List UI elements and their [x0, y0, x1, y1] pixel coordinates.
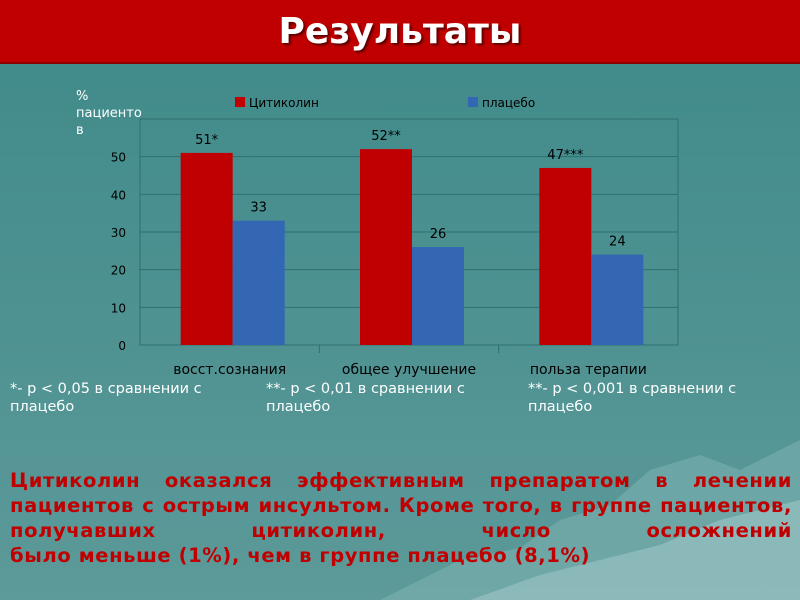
bar [591, 254, 644, 345]
bar [412, 247, 464, 345]
legend-swatch [235, 97, 245, 107]
x-tick-label: общее улучшение [342, 362, 476, 378]
bar [180, 152, 233, 345]
conclusion-text: Цитиколин оказался эффективным препарато… [10, 468, 792, 568]
data-label: 26 [430, 227, 447, 242]
mountain-shape [470, 500, 800, 600]
slide-title: Результаты [278, 11, 522, 52]
significance-note: **- p < 0,01 в сравнении с плацебо [266, 381, 465, 415]
data-label: 24 [609, 235, 626, 250]
title-bar: Результаты [0, 0, 800, 64]
data-label: 52** [371, 129, 401, 144]
y-tick-label: 20 [111, 264, 126, 278]
y-tick-label: 50 [111, 151, 126, 165]
bar [539, 167, 592, 345]
x-tick-label: восст.сознания [173, 362, 286, 378]
legend-swatch [468, 97, 478, 107]
legend-label: Цитиколин [249, 96, 319, 110]
y-axis-label-line: % [76, 89, 88, 104]
y-axis-label-line: в [76, 123, 84, 138]
data-label: 33 [250, 201, 267, 216]
y-tick-label: 40 [111, 188, 126, 202]
significance-note: **- p < 0,001 в сравнении с плацебо [528, 381, 737, 415]
y-axis-label: % пациенто в [76, 89, 142, 138]
bar [232, 220, 285, 345]
significance-note: *- p < 0,05 в сравнении с плацебо [10, 381, 202, 415]
legend-label: плацебо [482, 96, 535, 110]
bar [360, 149, 412, 345]
y-tick-label: 10 [111, 301, 126, 315]
data-label: 47*** [547, 148, 584, 163]
x-tick-label: польза терапии [530, 362, 647, 378]
y-axis-label-line: пациенто [76, 106, 142, 121]
conclusion-body: Цитиколин оказался эффективным препарато… [10, 469, 792, 542]
conclusion-last-line: было меньше (1%), чем в группе плацебо (… [10, 544, 591, 567]
y-tick-label: 0 [118, 339, 126, 353]
data-label: 51* [195, 133, 219, 148]
y-tick-label: 30 [111, 226, 126, 240]
